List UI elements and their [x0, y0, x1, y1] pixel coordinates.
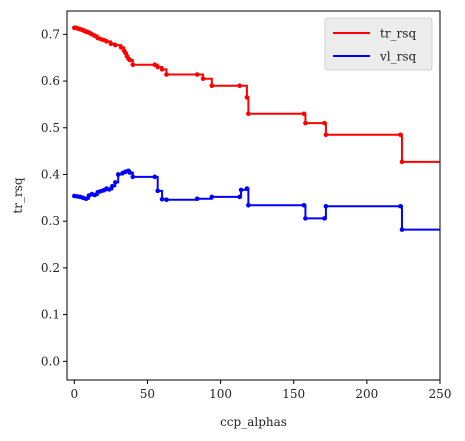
- x-axis-ticks: 0 50 100 150 200 250: [70, 380, 451, 401]
- data-point-vl-rsq: [237, 194, 242, 200]
- plot-frame: [66, 10, 441, 381]
- data-point-tr-rsq: [194, 72, 200, 77]
- x-tick-label: 250: [429, 387, 452, 401]
- data-point-vl-rsq: [110, 183, 115, 189]
- data-point-tr-rsq: [303, 120, 308, 126]
- data-point-vl-rsq: [112, 180, 118, 185]
- data-point-tr-rsq: [399, 159, 405, 165]
- data-point-tr-rsq: [200, 76, 206, 82]
- data-point-vl-rsq: [159, 196, 165, 202]
- data-point-tr-rsq: [130, 62, 136, 68]
- data-point-vl-rsq: [322, 216, 327, 221]
- y-axis-ticks: 0.0 0.1 0.2 0.3 0.4 0.5 0.6 0.7: [41, 27, 67, 368]
- data-point-vl-rsq: [301, 203, 307, 208]
- plot-points: [72, 25, 405, 232]
- data-point-vl-rsq: [209, 194, 215, 200]
- data-point-tr-rsq: [322, 120, 327, 126]
- data-point-tr-rsq: [209, 83, 215, 89]
- legend-label-tr-rsq: tr_rsq: [380, 27, 416, 41]
- data-point-vl-rsq: [83, 196, 89, 202]
- legend: tr_rsq vl_rsq: [324, 17, 433, 71]
- x-tick-label: 150: [282, 387, 305, 401]
- data-point-vl-rsq: [107, 187, 112, 192]
- y-tick-label: 0.4: [41, 167, 60, 181]
- y-tick-label: 0.1: [41, 308, 60, 322]
- y-tick-label: 0.3: [41, 214, 60, 228]
- data-point-vl-rsq: [194, 196, 200, 202]
- data-point-vl-rsq: [238, 187, 244, 193]
- data-point-vl-rsq: [155, 188, 160, 194]
- data-point-vl-rsq: [323, 203, 329, 209]
- data-point-tr-rsq: [301, 111, 307, 117]
- data-point-vl-rsq: [115, 172, 121, 177]
- series-line-vl-rsq: [74, 169, 440, 231]
- data-point-tr-rsq: [155, 64, 160, 70]
- data-point-vl-rsq: [399, 227, 405, 232]
- data-point-vl-rsq: [152, 174, 158, 180]
- data-point-tr-rsq: [323, 132, 329, 138]
- data-point-vl-rsq: [246, 203, 251, 208]
- y-tick-label: 0.7: [41, 27, 60, 41]
- y-tick-label: 0.5: [41, 121, 60, 135]
- data-point-tr-rsq: [398, 132, 403, 138]
- legend-label-vl-rsq: vl_rsq: [379, 50, 417, 64]
- data-point-vl-rsq: [127, 170, 133, 175]
- data-point-vl-rsq: [130, 174, 136, 180]
- y-tick-label: 0.0: [41, 354, 60, 368]
- data-point-tr-rsq: [118, 45, 124, 50]
- data-point-tr-rsq: [104, 39, 109, 44]
- data-point-vl-rsq: [398, 203, 403, 209]
- x-tick-label: 0: [70, 387, 78, 401]
- data-point-tr-rsq: [164, 72, 169, 77]
- x-axis-label: ccp_alphas: [220, 415, 287, 429]
- data-point-tr-rsq: [237, 83, 242, 89]
- data-point-tr-rsq: [108, 41, 114, 46]
- data-point-vl-rsq: [244, 186, 250, 191]
- y-tick-label: 0.6: [41, 74, 60, 88]
- data-point-vl-rsq: [164, 197, 169, 203]
- data-point-tr-rsq: [244, 95, 250, 100]
- data-point-vl-rsq: [303, 216, 308, 221]
- y-tick-label: 0.2: [41, 261, 60, 275]
- data-point-tr-rsq: [246, 111, 251, 117]
- data-point-tr-rsq: [112, 42, 118, 48]
- data-point-tr-rsq: [159, 67, 165, 72]
- data-point-vl-rsq: [92, 192, 98, 198]
- x-tick-label: 200: [355, 387, 378, 401]
- x-tick-label: 100: [209, 387, 232, 401]
- y-axis-label: tr_rsq: [11, 177, 25, 213]
- x-tick-label: 50: [140, 387, 155, 401]
- data-point-tr-rsq: [127, 57, 133, 63]
